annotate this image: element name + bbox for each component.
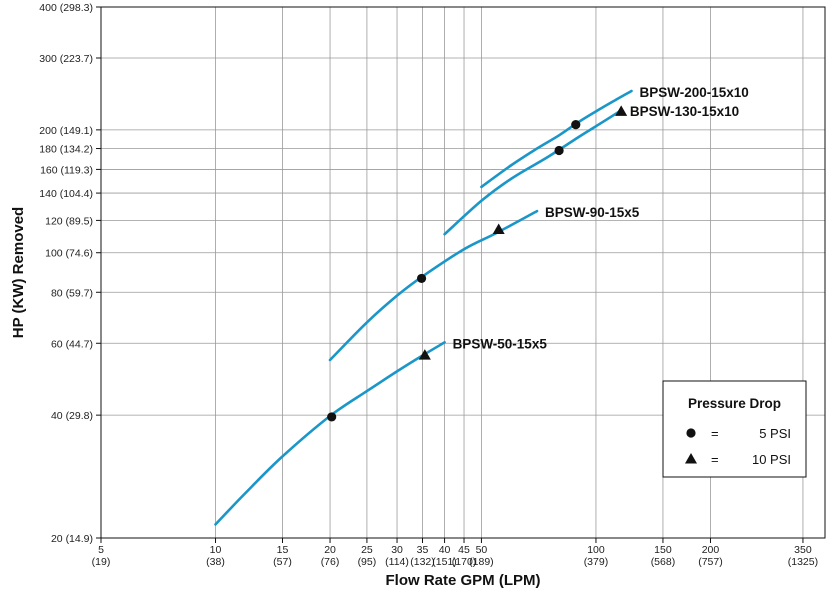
series-label: BPSW-200-15x10 [639, 85, 748, 100]
circle-marker [327, 412, 337, 422]
x-tick-label: 50 [476, 544, 488, 556]
y-tick-label: 60 (44.7) [51, 338, 93, 350]
x-tick-label: 35 [417, 544, 429, 556]
circle-marker [554, 145, 564, 156]
y-tick-label: 20 (14.9) [51, 533, 93, 545]
legend: Pressure Drop = 5 PSI = 10 PSI [662, 380, 807, 478]
x-tick-label-lpm: (114) [385, 556, 409, 568]
y-tick-label: 80 (59.7) [51, 287, 93, 299]
x-tick-label-lpm: (189) [469, 556, 494, 568]
x-tick-label: 30 [391, 544, 403, 556]
series-label: BPSW-90-15x5 [545, 205, 640, 220]
y-tick-label: 40 (29.8) [51, 410, 93, 422]
y-tick-label: 100 (74.6) [45, 248, 93, 260]
x-tick-label: 150 [654, 544, 672, 556]
x-tick-label: 25 [361, 544, 373, 556]
legend-title: Pressure Drop [688, 396, 781, 411]
series-line [214, 341, 446, 526]
series-line [443, 108, 624, 236]
x-tick-label: 100 [587, 544, 605, 556]
x-tick-label-lpm: (38) [206, 556, 225, 568]
x-tick-label-lpm: (757) [698, 556, 723, 568]
x-tick-label: 40 [439, 544, 451, 556]
x-tick-label-lpm: (95) [358, 556, 377, 568]
legend-equals: = [711, 426, 719, 441]
y-tick-label: 160 (119.3) [40, 164, 93, 176]
x-tick-label: 20 [324, 544, 336, 556]
legend-triangle-marker [685, 453, 697, 464]
series-label: BPSW-50-15x5 [453, 336, 548, 351]
y-tick-label: 300 (223.7) [39, 53, 93, 65]
x-tick-label: 5 [98, 544, 104, 556]
x-tick-label: 15 [277, 544, 289, 556]
x-tick-label: 10 [210, 544, 222, 556]
x-tick-label-lpm: (151) [432, 556, 457, 568]
y-tick-label: 140 (104.4) [39, 188, 93, 200]
plot-frame [100, 6, 826, 539]
legend-item-label: 5 PSI [759, 426, 791, 441]
series-markers [327, 105, 628, 422]
legend-equals: = [711, 452, 719, 467]
circle-marker [571, 120, 581, 130]
series-label: BPSW-130-15x10 [630, 104, 739, 119]
triangle-marker [492, 223, 505, 234]
x-tick-label-lpm: (132) [410, 556, 435, 568]
y-tick-label: 180 (134.2) [39, 144, 93, 156]
y-axis-ticks: 20 (14.9) 40 (29.8) 60 (44.7) 80 (59.7) 100 … [39, 2, 101, 545]
y-tick-label: 400 (298.3) [39, 2, 93, 14]
legend-item-label: 10 PSI [752, 452, 791, 467]
x-tick-label-lpm: (76) [321, 556, 340, 568]
series-labels: BPSW-50-15x5 BPSW-90-15x5 BPSW-130-15x10 BP… [453, 85, 749, 351]
x-tick-label-lpm: (57) [273, 556, 292, 568]
x-tick-label-lpm: (19) [92, 556, 111, 568]
x-tick-label-lpm: (379) [584, 556, 609, 568]
y-tick-label: 120 (89.5) [45, 215, 93, 227]
x-tick-label-lpm: (568) [651, 556, 676, 568]
series-curves [214, 89, 633, 526]
x-tick-label: 200 [702, 544, 720, 556]
x-axis-ticks: 5(19)10(38)15(57)20(76)25(95)30(114)35(1… [92, 538, 818, 568]
x-tick-label: 350 [794, 544, 812, 556]
y-axis-title: HP (KW) Removed [10, 207, 27, 338]
y-tick-label: 200 (149.1) [39, 125, 93, 137]
x-tick-label-lpm: (1325) [788, 556, 818, 568]
series-line [480, 89, 633, 189]
x-axis-title: Flow Rate GPM (LPM) [386, 572, 541, 589]
x-tick-label-lpm: (170) [452, 556, 477, 568]
legend-items: = 5 PSI = 10 PSI [685, 426, 791, 467]
triangle-marker [615, 105, 628, 116]
circle-marker [416, 273, 427, 284]
triangle-marker [418, 349, 431, 360]
x-tick-label: 45 [458, 544, 470, 556]
legend-circle-marker [686, 428, 696, 438]
